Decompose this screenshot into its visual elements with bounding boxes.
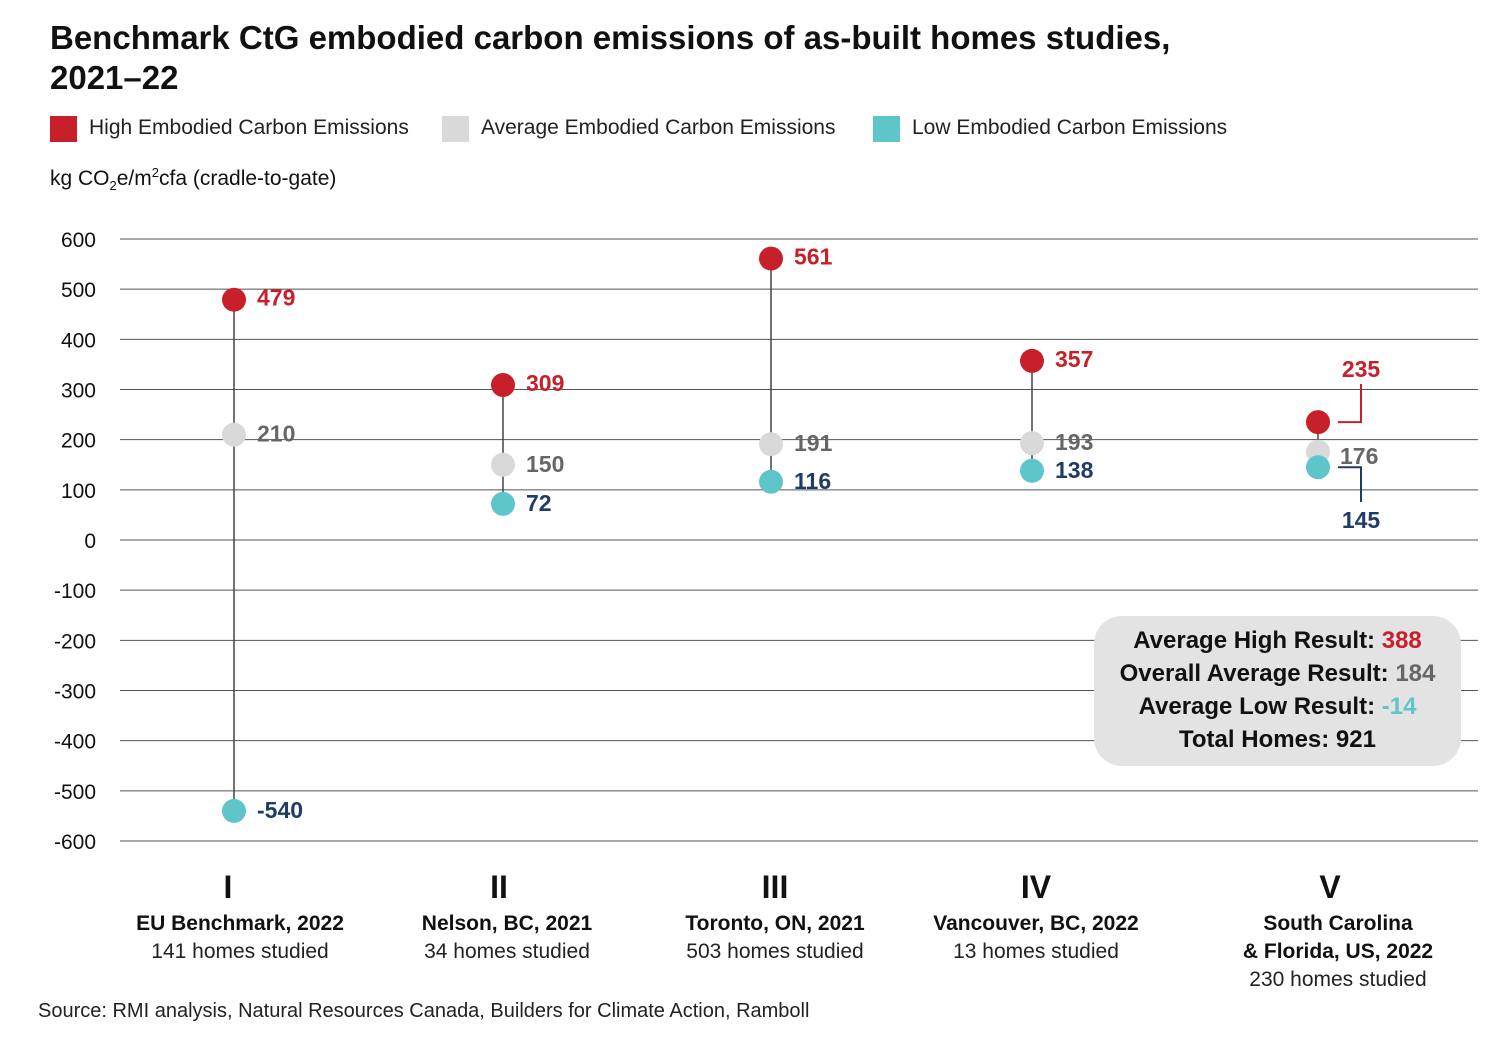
category-numeral: IV	[1021, 869, 1052, 905]
category-name: EU Benchmark, 2022	[136, 912, 344, 935]
category-numeral: I	[224, 869, 233, 905]
category-homes: 230 homes studied	[1249, 968, 1426, 991]
legend-label-high: High Embodied Carbon Emissions	[89, 116, 409, 139]
callout-line-high	[1338, 384, 1362, 424]
category-numeral: V	[1319, 869, 1341, 905]
summary-high-label: Average High Result:	[1133, 627, 1382, 654]
data-label-average: 210	[257, 421, 295, 447]
y-tick-label: 100	[61, 480, 96, 503]
high-point	[491, 372, 515, 397]
low-point	[759, 469, 783, 494]
low-point	[1306, 455, 1330, 480]
average-point	[1020, 431, 1044, 456]
category-homes: 34 homes studied	[424, 940, 590, 963]
summary-high: Average High Result: 388	[1094, 624, 1461, 657]
y-axis-unit-label: kg CO2e/m2cfa (cradle-to-gate)	[50, 165, 336, 193]
unit-label-part: e/m	[116, 167, 152, 190]
unit-label-superscript: 2	[151, 165, 159, 180]
low-point	[491, 491, 515, 516]
summary-total: Total Homes: 921	[1094, 723, 1461, 756]
average-point	[759, 432, 783, 457]
data-label-average: 150	[526, 451, 564, 477]
average-point	[222, 422, 246, 447]
low-point	[222, 798, 246, 823]
chart-title: Benchmark CtG embodied carbon emissions …	[50, 19, 1171, 96]
category-numeral: III	[762, 869, 789, 905]
y-tick-label: 500	[61, 279, 96, 302]
summary-total-label: Total Homes:	[1179, 726, 1336, 753]
legend-swatch-low	[873, 116, 900, 142]
data-label-low: 145	[1342, 507, 1381, 533]
summary-overall-label: Overall Average Result:	[1119, 660, 1396, 687]
summary-overall: Overall Average Result: 184	[1094, 657, 1461, 690]
high-point	[759, 246, 783, 271]
data-label-high: 309	[526, 370, 564, 396]
high-point	[222, 287, 246, 312]
high-point	[1306, 410, 1330, 435]
legend-swatch-average	[442, 116, 469, 142]
category-name: South Carolina	[1263, 912, 1413, 935]
data-label-low: 72	[526, 490, 552, 516]
source-note: Source: RMI analysis, Natural Resources …	[38, 1000, 810, 1022]
y-tick-label: 400	[61, 329, 96, 352]
unit-label-part: cfa (cradle-to-gate)	[159, 167, 337, 190]
summary-low-label: Average Low Result:	[1138, 693, 1382, 720]
data-label-low: 138	[1055, 457, 1094, 483]
data-label-low: -540	[257, 797, 303, 823]
legend-label-low: Low Embodied Carbon Emissions	[912, 116, 1228, 139]
y-tick-label: 0	[84, 530, 96, 553]
data-label-average: 193	[1055, 429, 1093, 455]
y-tick-label: 200	[61, 430, 96, 453]
data-label-average: 191	[794, 430, 833, 456]
y-tick-label: -300	[54, 681, 96, 704]
y-tick-label: -400	[54, 731, 96, 754]
legend-label-average: Average Embodied Carbon Emissions	[481, 116, 836, 139]
legend-swatch-high	[50, 116, 77, 142]
high-point	[1020, 348, 1044, 373]
category-numeral: II	[490, 869, 508, 905]
category-name: Nelson, BC, 2021	[422, 912, 593, 935]
category-name: & Florida, US, 2022	[1243, 940, 1433, 963]
y-tick-label: 300	[61, 380, 96, 403]
summary-box: Average High Result: 388 Overall Average…	[1094, 616, 1461, 766]
data-label-average: 176	[1340, 443, 1378, 469]
summary-total-value: 921	[1335, 726, 1376, 753]
category-name: Toronto, ON, 2021	[685, 912, 865, 935]
summary-overall-value: 184	[1395, 660, 1436, 687]
y-tick-label: 600	[61, 229, 96, 252]
data-label-high: 357	[1055, 346, 1093, 372]
summary-low: Average Low Result: -14	[1094, 690, 1461, 723]
category-homes: 13 homes studied	[953, 940, 1119, 963]
summary-high-value: 388	[1381, 627, 1422, 654]
y-tick-label: -600	[54, 831, 96, 854]
data-label-high: 235	[1342, 356, 1381, 382]
data-label-high: 479	[257, 285, 295, 311]
y-tick-label: -200	[54, 630, 96, 653]
y-tick-label: -500	[54, 781, 96, 804]
unit-label-subscript: 2	[109, 178, 117, 194]
data-label-high: 561	[794, 244, 833, 270]
category-homes: 141 homes studied	[151, 940, 328, 963]
y-tick-label: -100	[54, 580, 96, 603]
category-homes: 503 homes studied	[686, 940, 863, 963]
callout-line-low	[1338, 466, 1362, 502]
data-label-low: 116	[794, 468, 831, 494]
average-point	[491, 452, 515, 477]
category-name: Vancouver, BC, 2022	[933, 912, 1138, 935]
unit-label-part: kg CO	[50, 167, 110, 190]
summary-low-value: -14	[1381, 693, 1417, 720]
low-point	[1020, 458, 1044, 483]
